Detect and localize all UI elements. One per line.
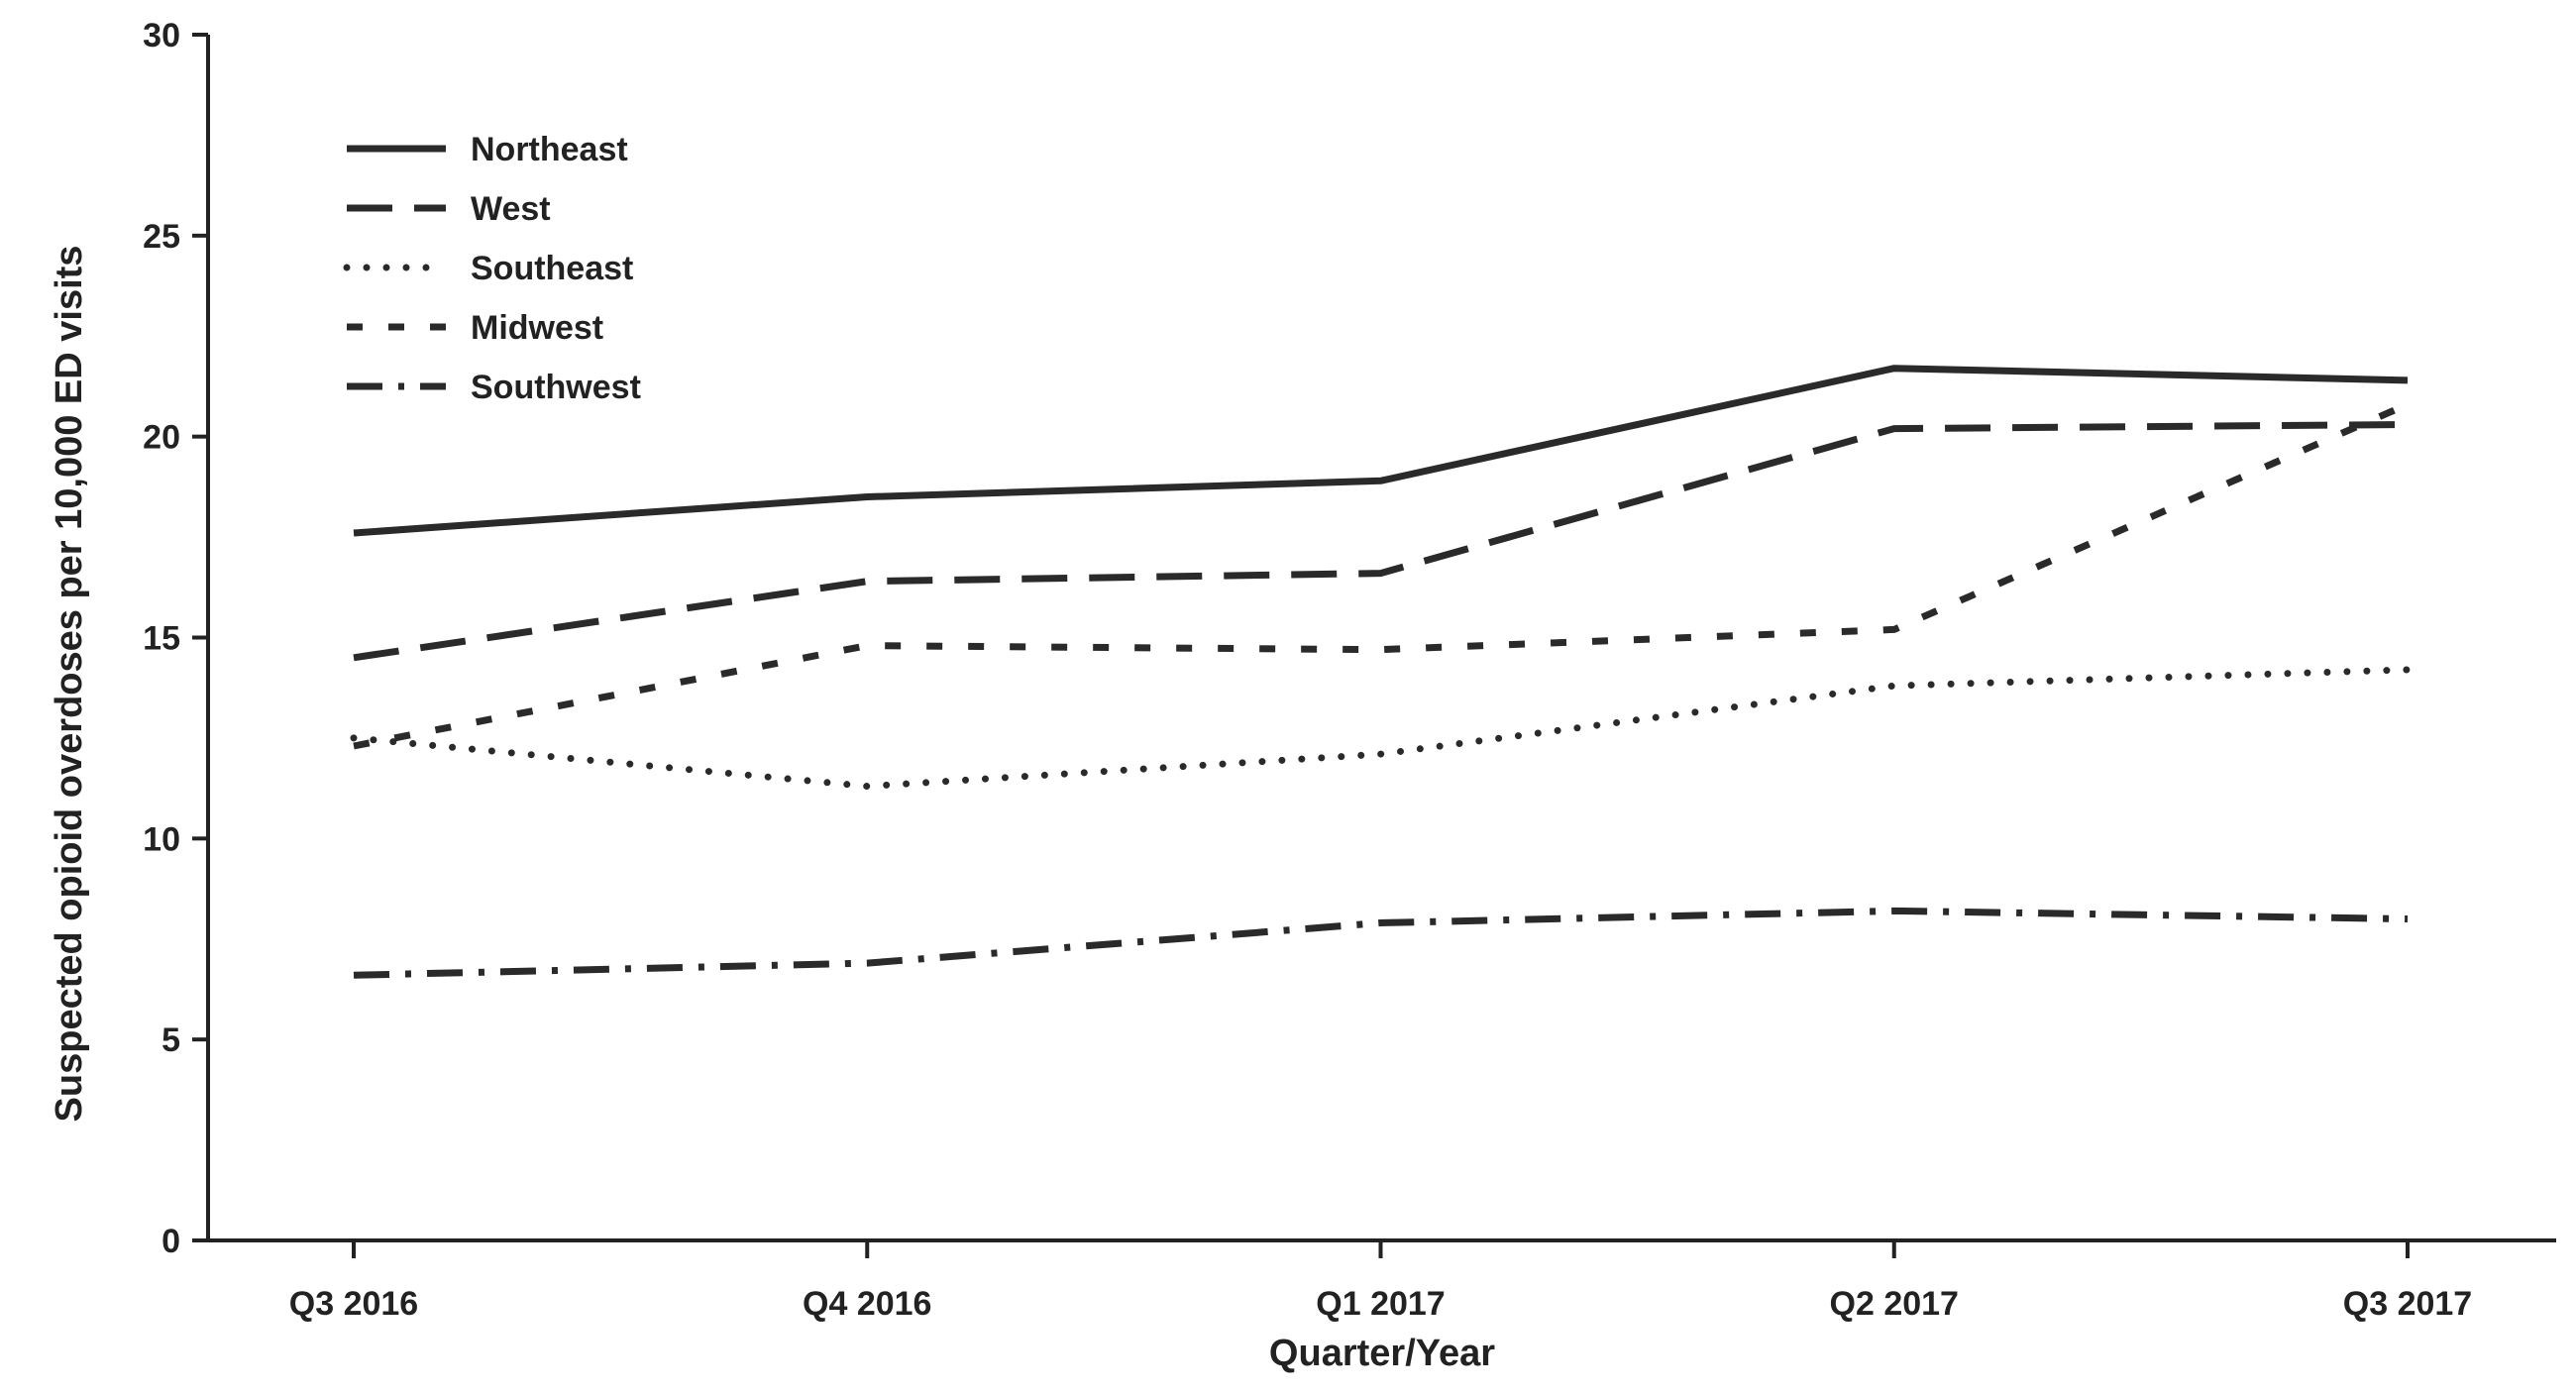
legend: Northeast West Southeast Midwest Southwest [343,131,641,406]
x-tick-label: Q4 2016 [803,1285,931,1323]
series-line-southeast [350,666,2412,791]
legend-label-midwest: Midwest [471,309,603,347]
series-line-southwest [353,907,2409,979]
y-tick-label: 15 [143,620,180,658]
series-line-west [353,421,2409,662]
series-group [350,365,2412,979]
x-tick-label: Q3 2017 [2343,1285,2472,1323]
x-tick-label: Q3 2016 [289,1285,418,1323]
y-tick-label: 10 [143,820,180,858]
y-tick-label: 30 [143,17,180,54]
x-tick-label: Q2 2017 [1830,1285,1959,1323]
x-axis-title: Quarter/Year [1269,1333,1495,1374]
legend-label-west: West [471,190,551,228]
axes [206,35,2556,1242]
y-tick-label: 25 [143,218,180,256]
x-ticks: Q3 2016 Q4 2016 Q1 2017 Q2 2017 Q3 2017 [289,1240,2472,1323]
legend-label-southwest: Southwest [471,369,641,406]
y-tick-label: 20 [143,419,180,457]
y-tick-label: 0 [161,1223,180,1260]
x-tick-label: Q1 2017 [1316,1285,1445,1323]
y-ticks: 0 5 10 15 20 25 30 [143,17,208,1260]
series-line-northeast [353,365,2409,537]
y-tick-label: 5 [161,1021,180,1059]
y-axis-title: Suspected opioid overdoses per 10,000 ED… [49,246,90,1123]
legend-label-southeast: Southeast [471,250,633,287]
legend-label-northeast: Northeast [471,131,628,168]
